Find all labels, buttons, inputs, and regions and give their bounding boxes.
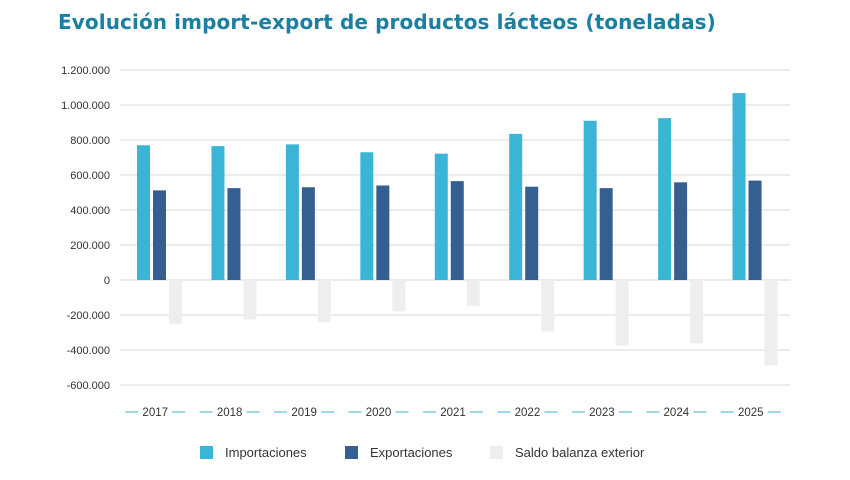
y-tick-label: 1.000.000 (61, 100, 110, 112)
bar-importaciones-2021 (434, 153, 448, 280)
x-tick-label: 2024 (664, 407, 690, 419)
x-tick-label: 2021 (440, 407, 466, 419)
bar-importaciones-2020 (360, 152, 374, 280)
legend-label-exportaciones: Exportaciones (370, 445, 453, 460)
bar-importaciones-2018 (211, 146, 225, 280)
bar-saldo-2025 (764, 280, 778, 366)
y-tick-label: 400.000 (70, 205, 110, 217)
y-tick-label: -400.000 (67, 345, 110, 357)
y-tick-label: 600.000 (70, 170, 110, 182)
bar-saldo-2017 (169, 280, 182, 324)
y-tick-label: -200.000 (67, 310, 110, 322)
bar-exportaciones-2018 (227, 188, 241, 280)
y-tick-label: -600.000 (67, 380, 110, 392)
bar-saldo-2019 (317, 280, 331, 322)
bar-saldo-2022 (541, 280, 555, 332)
bar-saldo-2020 (392, 280, 406, 312)
x-tick-label: 2020 (366, 407, 392, 419)
bar-exportaciones-2021 (450, 181, 464, 280)
bar-saldo-2018 (243, 280, 257, 320)
y-tick-label: 1.200.000 (61, 65, 110, 77)
legend-label-saldo: Saldo balanza exterior (515, 445, 645, 460)
legend-swatch-importaciones (200, 446, 213, 459)
x-tick-label: 2022 (515, 407, 541, 419)
legend-swatch-exportaciones (345, 446, 358, 459)
bars (137, 93, 778, 366)
bar-exportaciones-2017 (153, 190, 166, 280)
y-tick-label: 0 (104, 275, 110, 287)
chart-title: Evolución import-export de productos lác… (58, 10, 716, 34)
bar-saldo-2021 (466, 280, 480, 306)
x-tick-label: 2023 (589, 407, 615, 419)
y-axis-ticks: 1.200.000 1.000.000 800.000 600.000 400.000 2… (61, 65, 110, 392)
x-axis: 2017 2018 2019 2020 2021 2022 2023 2024 2025 (125, 407, 781, 419)
bar-exportaciones-2024 (674, 182, 688, 280)
bar-exportaciones-2023 (599, 188, 613, 280)
bar-exportaciones-2022 (525, 186, 539, 280)
legend-swatch-saldo (490, 446, 503, 459)
bar-importaciones-2023 (583, 120, 597, 280)
x-tick-label: 2025 (738, 407, 764, 419)
legend: Importaciones Exportaciones Saldo balanza … (200, 445, 645, 460)
bar-exportaciones-2019 (301, 187, 315, 280)
bar-importaciones-2025 (732, 93, 746, 280)
bar-saldo-2023 (615, 280, 629, 346)
bar-importaciones-2022 (509, 133, 523, 280)
x-tick-label: 2019 (291, 407, 317, 419)
bar-saldo-2024 (690, 280, 704, 344)
bar-importaciones-2019 (285, 144, 299, 280)
y-tick-label: 800.000 (70, 135, 110, 147)
x-tick-label: 2018 (217, 407, 243, 419)
y-tick-label: 200.000 (70, 240, 110, 252)
bar-importaciones-2017 (137, 145, 150, 280)
legend-label-importaciones: Importaciones (225, 445, 307, 460)
bar-exportaciones-2025 (748, 180, 762, 280)
bar-importaciones-2024 (658, 118, 672, 280)
x-tick-label: 2017 (142, 407, 168, 419)
bar-exportaciones-2020 (376, 185, 390, 280)
